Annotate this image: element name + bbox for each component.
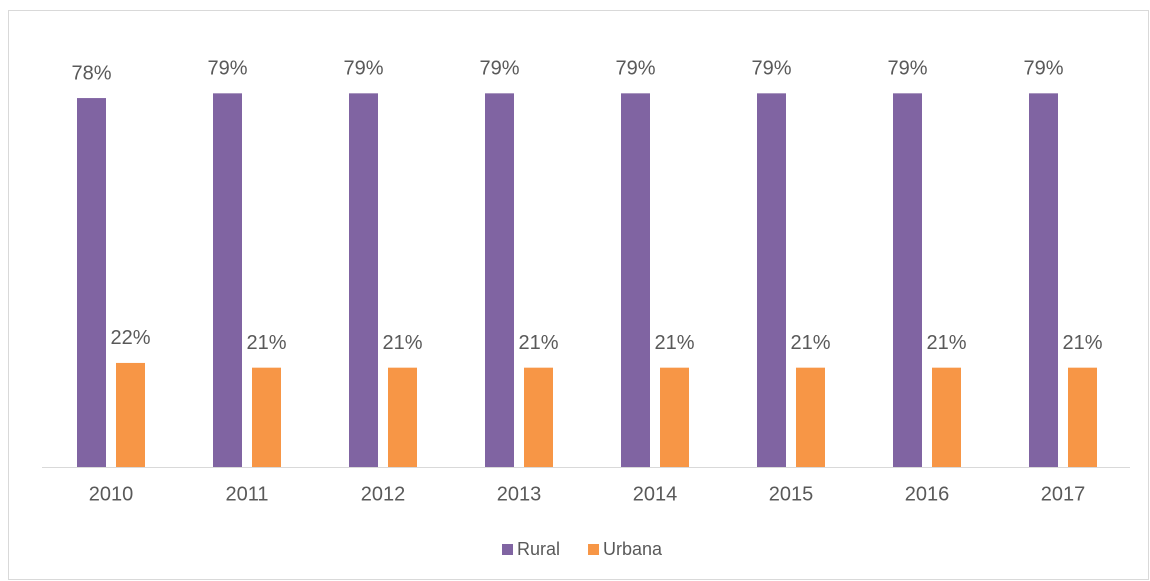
chart-frame (8, 10, 1149, 580)
data-label: 22% (110, 327, 150, 349)
bar (660, 367, 689, 467)
bar (77, 98, 106, 467)
bar (796, 367, 825, 467)
bar (621, 93, 650, 467)
data-label: 78% (71, 62, 111, 84)
data-label: 79% (479, 58, 519, 80)
data-label: 21% (926, 332, 966, 354)
x-tick-label: 2012 (361, 483, 406, 505)
legend-swatch (588, 544, 600, 555)
bar (893, 93, 922, 467)
x-tick-label: 2010 (89, 483, 134, 505)
bar (524, 367, 553, 467)
bar (252, 367, 281, 467)
x-tick-label: 2014 (633, 483, 678, 505)
x-tick-label: 2017 (1041, 483, 1086, 505)
bar (388, 367, 417, 467)
bar (213, 93, 242, 467)
bar (757, 93, 786, 467)
data-label: 79% (207, 58, 247, 80)
x-tick-label: 2013 (497, 483, 542, 505)
x-tick-label: 2011 (225, 483, 268, 505)
x-tick-label: 2016 (905, 483, 950, 505)
data-label: 21% (246, 332, 286, 354)
data-label: 79% (343, 58, 383, 80)
data-label: 21% (790, 332, 830, 354)
data-label: 21% (382, 332, 422, 354)
x-tick-label: 2015 (769, 483, 814, 505)
bar (116, 362, 145, 467)
data-label: 21% (654, 332, 694, 354)
legend-label: Rural (517, 539, 560, 559)
data-label: 79% (887, 58, 927, 80)
bar (485, 93, 514, 467)
data-label: 21% (518, 332, 558, 354)
bar (349, 93, 378, 467)
data-label: 21% (1062, 332, 1102, 354)
legend-label: Urbana (603, 539, 663, 559)
bar (1029, 93, 1058, 467)
bar (932, 367, 961, 467)
data-label: 79% (751, 58, 791, 80)
data-label: 79% (1023, 58, 1063, 80)
legend-swatch (502, 544, 513, 555)
data-label: 79% (615, 58, 655, 80)
bar (1068, 367, 1097, 467)
